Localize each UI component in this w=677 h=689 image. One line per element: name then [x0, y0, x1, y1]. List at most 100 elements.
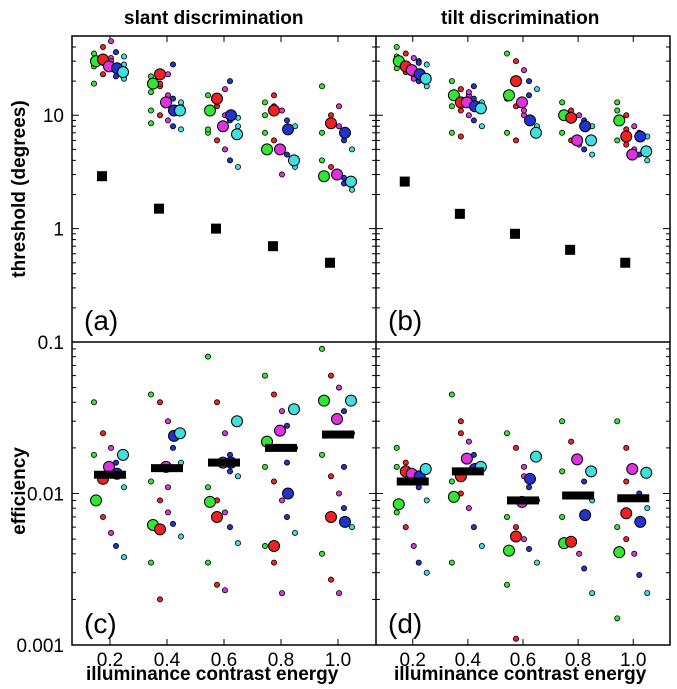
- individual-point: [283, 422, 290, 429]
- individual-point: [636, 571, 643, 578]
- individual-point: [278, 107, 285, 114]
- group-mean-point: [419, 463, 432, 476]
- x-axis-label-right: illuminance contrast energy: [394, 664, 647, 685]
- individual-point: [204, 92, 211, 99]
- group-mean-point: [225, 109, 237, 122]
- group-mean-point: [613, 114, 626, 127]
- individual-point: [226, 157, 233, 164]
- individual-point: [644, 157, 651, 164]
- ideal-observer-marker: [399, 176, 410, 187]
- individual-point: [278, 171, 285, 178]
- group-mean-point: [634, 130, 647, 143]
- individual-point: [457, 418, 464, 425]
- x-tick-label: 0.8: [565, 650, 591, 671]
- individual-point: [457, 430, 464, 437]
- individual-point: [393, 444, 400, 451]
- individual-point: [631, 123, 638, 130]
- individual-point: [448, 478, 455, 485]
- individual-point: [318, 550, 325, 557]
- individual-point: [335, 590, 342, 597]
- y-tick-label: 0.01: [27, 485, 64, 506]
- individual-point: [147, 89, 154, 96]
- individual-point: [327, 576, 334, 583]
- panel-3-data: [392, 391, 653, 642]
- ideal-observer-marker: [620, 257, 631, 268]
- y-tick-label: 1: [53, 220, 64, 241]
- individual-point: [164, 418, 171, 425]
- individual-point: [623, 112, 630, 119]
- panel-2-data: [90, 345, 357, 603]
- individual-point: [521, 463, 528, 470]
- individual-point: [234, 123, 241, 130]
- panel-1-data: [392, 43, 653, 268]
- individual-point: [478, 123, 485, 130]
- individual-point: [448, 391, 455, 398]
- individual-point: [559, 99, 566, 106]
- individual-point: [623, 141, 630, 148]
- individual-point: [121, 53, 128, 60]
- individual-point: [402, 50, 409, 57]
- ideal-observer-marker: [154, 203, 164, 214]
- individual-point: [327, 473, 334, 480]
- individual-point: [614, 99, 621, 106]
- individual-point: [534, 559, 541, 566]
- individual-point: [559, 129, 566, 136]
- individual-point: [318, 345, 325, 352]
- individual-point: [614, 107, 621, 114]
- individual-point: [147, 107, 154, 114]
- median-efficiency-bar: [451, 467, 484, 476]
- individual-point: [204, 484, 211, 491]
- individual-point: [261, 543, 268, 550]
- individual-point: [335, 490, 342, 497]
- individual-point: [340, 408, 347, 415]
- individual-point: [448, 129, 455, 136]
- individual-point: [526, 546, 533, 553]
- individual-point: [283, 151, 290, 158]
- x-tick-label: 0.8: [268, 650, 294, 671]
- individual-point: [576, 112, 583, 119]
- group-mean-point: [211, 92, 223, 105]
- individual-point: [348, 186, 355, 193]
- individual-point: [100, 430, 107, 437]
- individual-point: [213, 137, 220, 144]
- individual-point: [283, 513, 290, 520]
- individual-point: [156, 112, 163, 119]
- individual-point: [204, 353, 211, 360]
- individual-point: [415, 59, 422, 66]
- individual-point: [623, 444, 630, 451]
- group-mean-point: [640, 466, 653, 479]
- y-tick-label: 0.1: [38, 333, 64, 354]
- group-mean-point: [211, 510, 223, 523]
- group-mean-point: [579, 120, 592, 133]
- group-mean-point: [325, 117, 337, 130]
- group-mean-point: [626, 148, 639, 161]
- individual-point: [164, 71, 171, 78]
- individual-point: [423, 497, 430, 504]
- group-mean-point: [571, 134, 584, 147]
- individual-point: [221, 430, 228, 437]
- individual-point: [147, 559, 154, 566]
- individual-point: [402, 459, 409, 466]
- individual-point: [465, 112, 472, 119]
- individual-point: [156, 497, 163, 504]
- group-mean-point: [204, 495, 216, 508]
- individual-point: [261, 372, 268, 379]
- individual-point: [147, 120, 154, 127]
- individual-point: [261, 99, 268, 106]
- individual-point: [348, 146, 355, 153]
- individual-point: [177, 99, 184, 106]
- individual-point: [513, 524, 520, 531]
- individual-point: [100, 513, 107, 520]
- individual-point: [503, 581, 510, 588]
- group-mean-point: [117, 448, 129, 461]
- individual-point: [221, 86, 228, 93]
- individual-point: [108, 529, 115, 536]
- ideal-observer-marker: [97, 171, 107, 182]
- group-mean-point: [620, 507, 633, 520]
- individual-point: [270, 391, 277, 398]
- group-mean-point: [174, 104, 186, 117]
- group-mean-point: [274, 143, 286, 156]
- individual-point: [270, 478, 277, 485]
- individual-point: [121, 484, 128, 491]
